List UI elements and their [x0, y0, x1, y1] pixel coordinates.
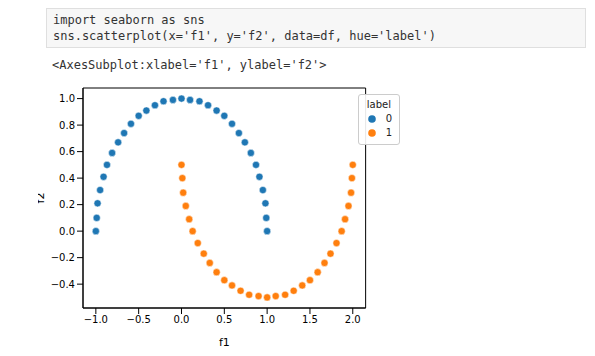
svg-text:2.0: 2.0: [345, 314, 361, 325]
html-text:<AxesSubplot:xlabel='f1', ylab: <AxesSubplot:xlabel='f1', ylabel='f2'>: [52, 58, 327, 72]
svg-text:−1.0: −1.0: [84, 314, 108, 325]
svg-text:0.6: 0.6: [59, 146, 75, 157]
svg-text:0.2: 0.2: [59, 199, 75, 210]
html-text:0: 0: [385, 113, 392, 124]
svg-text:0.8: 0.8: [59, 120, 75, 131]
svg-text:1.5: 1.5: [302, 314, 318, 325]
svg-text:f2: f2: [38, 193, 47, 204]
html-text:sns.scatterplot(x='f1', y='f2': sns.scatterplot(x='f1', y='f2', data=df,…: [53, 29, 436, 43]
svg-text:0.0: 0.0: [59, 226, 75, 237]
svg-text:−0.5: −0.5: [127, 314, 151, 325]
svg-text:−0.2: −0.2: [51, 252, 75, 263]
svg-text:f1: f1: [219, 336, 230, 348]
html-text:1: 1: [385, 127, 392, 138]
html-text:label: label: [366, 99, 391, 110]
svg-text:0.5: 0.5: [216, 314, 232, 325]
svg-text:0.4: 0.4: [59, 173, 75, 184]
svg-text:0.0: 0.0: [174, 314, 190, 325]
svg-text:1.0: 1.0: [59, 93, 75, 104]
html-text:import seaborn as sns: import seaborn as sns: [53, 13, 205, 27]
svg-text:1.0: 1.0: [259, 314, 275, 325]
svg-text:−0.4: −0.4: [51, 279, 75, 290]
